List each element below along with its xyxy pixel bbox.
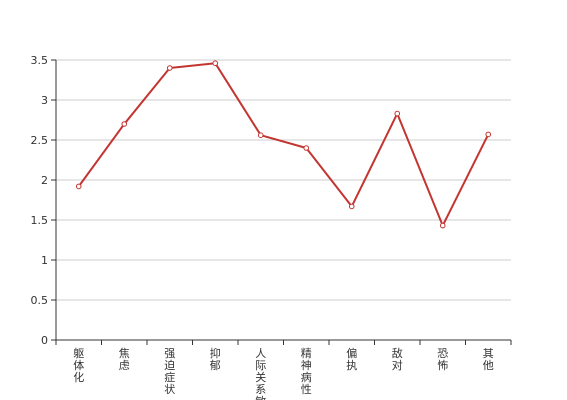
x-category-label: 抑郁 <box>210 346 221 372</box>
data-point <box>212 60 219 67</box>
x-axis-labels: 躯体化 焦虑 强迫症状 抑郁 人际关系敏感 精神病性 偏执 敌对 恐怖 其他 <box>73 346 494 400</box>
data-point <box>75 183 82 190</box>
x-category-label: 强迫症状 <box>164 347 175 396</box>
y-tick-label: 0.5 <box>31 294 49 307</box>
x-category-label: 恐怖 <box>437 347 448 372</box>
x-category-label: 偏执 <box>346 346 357 372</box>
x-category-label: 其他 <box>483 347 494 372</box>
x-category-label: 躯体化 <box>73 347 84 384</box>
data-point <box>348 203 355 210</box>
data-points <box>75 60 492 229</box>
y-tick-label: 1 <box>41 254 48 267</box>
series-line <box>77 62 490 227</box>
x-axis-ticks <box>55 340 512 345</box>
x-category-label: 人际关系敏感 <box>255 347 266 400</box>
grid-lines <box>56 59 511 301</box>
x-category-label: 焦虑 <box>119 347 130 372</box>
y-axis-ticks: 0 0.5 1 1.5 2 2.5 3 3.5 <box>31 54 56 347</box>
data-point <box>121 121 128 127</box>
x-category-label: 精神病性 <box>301 347 312 396</box>
y-tick-label: 2.5 <box>31 134 49 147</box>
data-point <box>394 110 401 117</box>
y-tick-label: 2 <box>41 174 48 187</box>
y-tick-label: 3 <box>41 94 48 107</box>
data-point <box>439 222 446 229</box>
y-tick-label: 0 <box>41 334 48 347</box>
y-tick-label: 1.5 <box>31 214 49 227</box>
data-point <box>257 132 264 138</box>
data-point <box>303 145 310 151</box>
x-category-label: 敌对 <box>392 346 403 372</box>
y-tick-label: 3.5 <box>31 54 49 67</box>
data-point <box>485 131 492 138</box>
data-point <box>166 65 173 71</box>
